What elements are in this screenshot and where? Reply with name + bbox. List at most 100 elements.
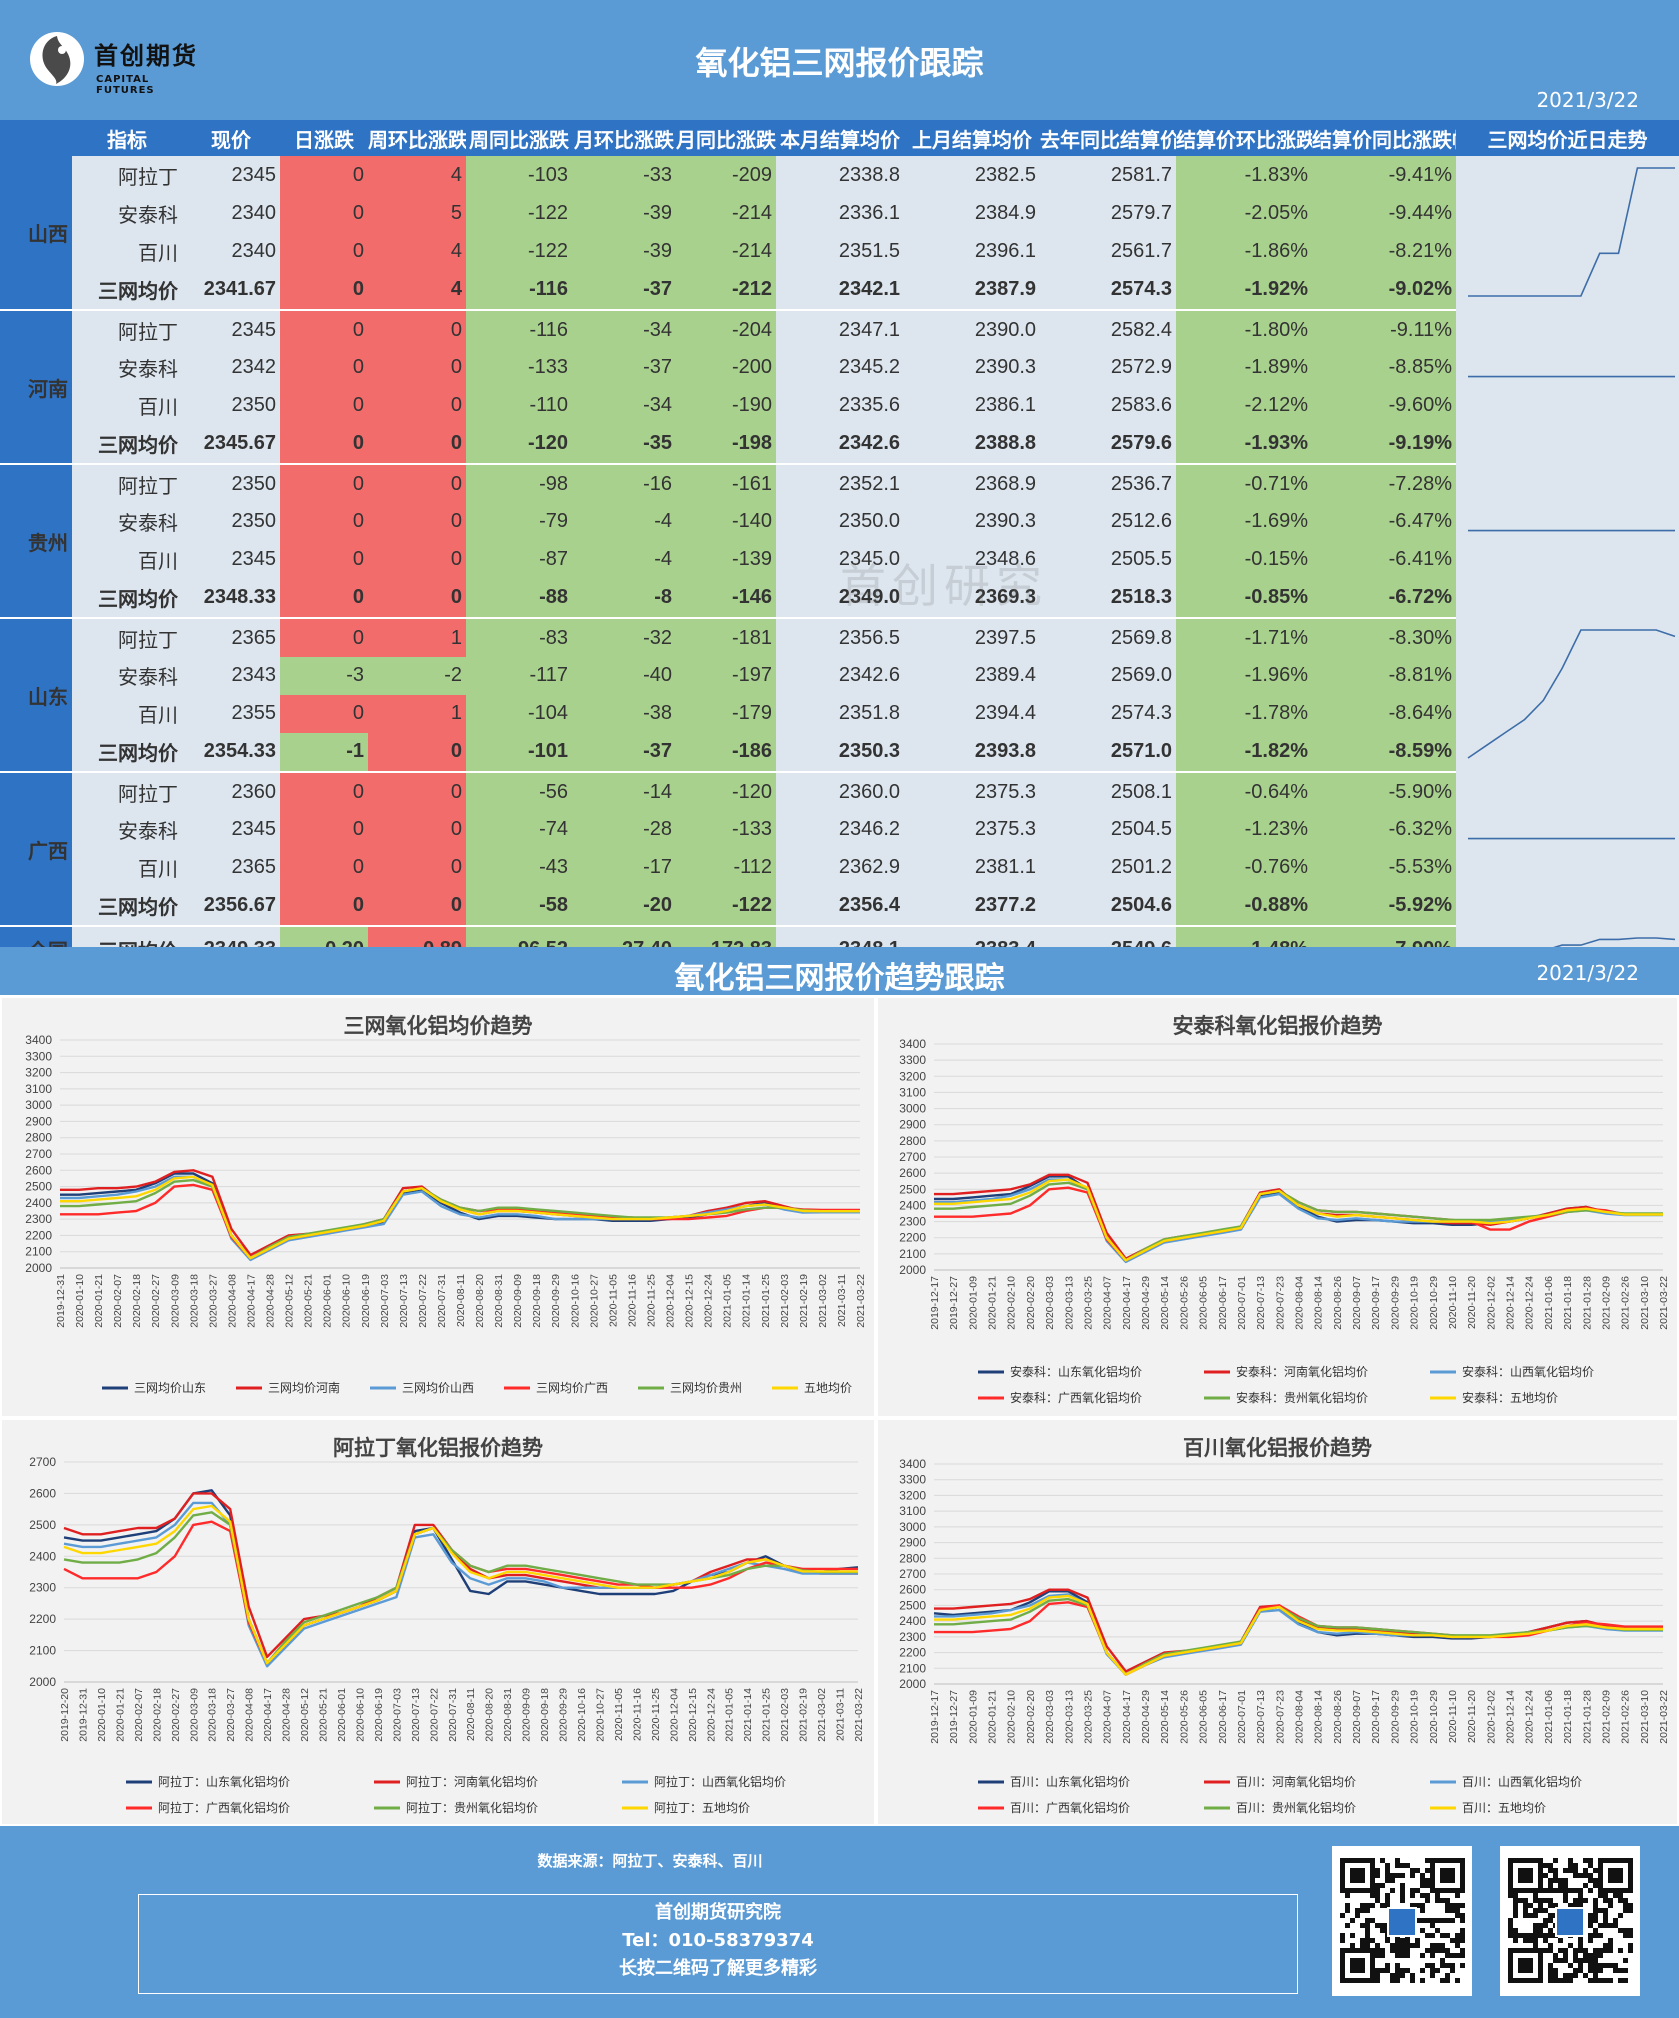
table-row: 三网均价 2341.67 0 4 -116 -37 -212 2342.1 2387.9 2574… xyxy=(0,270,1679,312)
x-tick-label: 2020-06-10 xyxy=(341,1274,353,1328)
data-cell: -6.32% xyxy=(1312,811,1456,849)
row-label: 阿拉丁 xyxy=(72,772,182,811)
x-tick-label: 2020-09-17 xyxy=(1370,1690,1382,1744)
qr-code-icon[interactable] xyxy=(1332,1846,1472,1996)
data-cell: 0 xyxy=(368,848,466,887)
x-tick-label: 2020-06-05 xyxy=(1198,1690,1210,1744)
chart-three-net-average: 三网氧化铝均价趋势 2000 2100 2200 2300 2400 2500 2600 27… xyxy=(2,998,874,1416)
series-line-4 xyxy=(63,1511,858,1665)
data-cell: -186 xyxy=(676,732,776,774)
y-tick-label: 2100 xyxy=(899,1661,926,1675)
data-cell: 2375.3 xyxy=(904,772,1040,811)
x-tick-label: 2020-06-01 xyxy=(336,1688,348,1742)
data-cell: 2348.33 xyxy=(182,578,280,620)
data-cell: 2561.7 xyxy=(1040,232,1176,271)
table-header-row: 指标 现价 日涨跌 周环比涨跌 周同比涨跌 月环比涨跌 月同比涨跌 本月结算均价 上月结算均价去… xyxy=(0,120,1679,156)
x-tick-label: 2020-05-12 xyxy=(284,1274,296,1328)
data-cell: 2390.3 xyxy=(904,349,1040,387)
data-cell: -8.64% xyxy=(1312,694,1456,733)
data-cell: 2335.6 xyxy=(776,386,904,425)
legend-label: 三网均价河南 xyxy=(268,1380,340,1395)
row-label: 百川 xyxy=(72,386,182,425)
x-tick-label: 2020-04-08 xyxy=(226,1274,238,1328)
x-tick-label: 2021-03-10 xyxy=(1639,1276,1651,1330)
chart-baichuan: 百川氧化铝报价趋势 2000 2100 2200 2300 2400 2500 2600 27… xyxy=(878,1420,1677,1824)
x-tick-label: 2020-02-07 xyxy=(133,1688,145,1742)
x-tick-label: 2020-10-19 xyxy=(1409,1690,1421,1744)
data-cell: 2505.5 xyxy=(1040,540,1176,579)
x-tick-label: 2021-03-11 xyxy=(835,1688,847,1741)
x-tick-label: 2019-12-31 xyxy=(77,1688,89,1742)
data-cell: -122 xyxy=(676,886,776,928)
x-tick-label: 2020-04-17 xyxy=(1121,1690,1133,1744)
data-cell: -1.78% xyxy=(1176,694,1312,733)
x-tick-label: 2020-12-24 xyxy=(703,1274,715,1328)
x-tick-label: 2020-03-18 xyxy=(207,1688,219,1742)
data-cell: 2375.3 xyxy=(904,811,1040,849)
x-tick-label: 2020-02-10 xyxy=(1006,1690,1018,1744)
legend-label: 百川：山东氧化铝均价 xyxy=(1010,1774,1130,1789)
data-cell: 0 xyxy=(280,848,368,887)
y-tick-label: 2500 xyxy=(25,1180,52,1194)
data-cell: 2574.3 xyxy=(1040,270,1176,312)
y-tick-label: 3300 xyxy=(899,1053,926,1067)
qr-code-icon[interactable] xyxy=(1500,1846,1640,1996)
y-tick-label: 2000 xyxy=(25,1261,52,1275)
x-tick-label: 2020-04-28 xyxy=(265,1274,277,1328)
x-tick-label: 2019-12-17 xyxy=(929,1690,941,1744)
y-tick-label: 3000 xyxy=(25,1098,52,1112)
trend-cell xyxy=(1456,464,1679,618)
data-cell: 2394.4 xyxy=(904,694,1040,733)
x-tick-label: 2020-06-17 xyxy=(1217,1690,1229,1744)
x-tick-label: 2020-01-09 xyxy=(967,1690,979,1744)
x-tick-label: 2020-07-22 xyxy=(428,1688,440,1742)
series-line-5 xyxy=(934,1594,1663,1676)
data-cell: -117 xyxy=(466,657,572,695)
x-tick-label: 2020-07-13 xyxy=(410,1688,422,1742)
data-cell: 2390.0 xyxy=(904,310,1040,349)
data-cell: 0 xyxy=(280,310,368,349)
data-cell: 2336.1 xyxy=(776,194,904,233)
region-label: 山西 xyxy=(0,156,72,311)
data-cell: 2341.67 xyxy=(182,270,280,312)
data-cell: -1.96% xyxy=(1176,657,1312,695)
data-cell: 0 xyxy=(280,194,368,233)
data-cell: -40 xyxy=(572,657,676,695)
x-tick-label: 2020-05-26 xyxy=(1178,1276,1190,1330)
data-cell: 2355 xyxy=(182,694,280,733)
y-tick-label: 2000 xyxy=(29,1675,56,1689)
data-cell: 0 xyxy=(368,578,466,620)
table-row: 安泰科 2345 0 0 -74 -28 -133 2346.2 2375.3 2504.5 -1.… xyxy=(0,811,1679,849)
x-tick-label: 2021-01-25 xyxy=(761,1688,773,1742)
x-tick-label: 2020-12-15 xyxy=(684,1274,696,1328)
row-label: 三网均价 xyxy=(72,270,182,312)
table-row: 三网均价 2356.67 0 0 -58 -20 -122 2356.4 2377.2 2504.… xyxy=(0,886,1679,928)
data-cell: -122 xyxy=(466,232,572,271)
legend-label: 阿拉丁：山东氧化铝均价 xyxy=(158,1774,290,1789)
data-cell: 2345.2 xyxy=(776,349,904,387)
data-cell: -8.85% xyxy=(1312,349,1456,387)
x-tick-label: 2021-01-05 xyxy=(724,1688,736,1742)
row-label: 安泰科 xyxy=(72,194,182,233)
data-cell: 2349.0 xyxy=(776,578,904,620)
column-header: 月环比涨跌 xyxy=(572,120,676,156)
x-tick-label: 2021-01-06 xyxy=(1543,1276,1555,1330)
y-tick-label: 3000 xyxy=(899,1520,926,1534)
data-cell: 2345 xyxy=(182,156,280,195)
data-cell: 2354.33 xyxy=(182,732,280,774)
y-tick-label: 2100 xyxy=(899,1247,926,1261)
data-cell: -101 xyxy=(466,732,572,774)
x-tick-label: 2020-03-13 xyxy=(1063,1276,1075,1330)
data-cell: 0 xyxy=(280,424,368,466)
y-tick-label: 3100 xyxy=(25,1082,52,1096)
x-tick-label: 2020-09-09 xyxy=(521,1688,533,1742)
sparkline xyxy=(1467,629,1676,759)
y-tick-label: 2300 xyxy=(25,1212,52,1226)
y-tick-label: 2200 xyxy=(25,1228,52,1242)
section-bar: 氧化铝三网报价趋势跟踪 2021/3/22 xyxy=(0,947,1679,996)
table-row: 安泰科 2350 0 0 -79 -4 -140 2350.0 2390.3 2512.6 -1.6… xyxy=(0,503,1679,541)
y-tick-label: 2200 xyxy=(29,1612,56,1626)
x-tick-label: 2021-02-26 xyxy=(1620,1690,1632,1744)
data-cell: -204 xyxy=(676,310,776,349)
table-row: 安泰科 2340 0 5 -122 -39 -214 2336.1 2384.9 2579.7 -2… xyxy=(0,194,1679,233)
